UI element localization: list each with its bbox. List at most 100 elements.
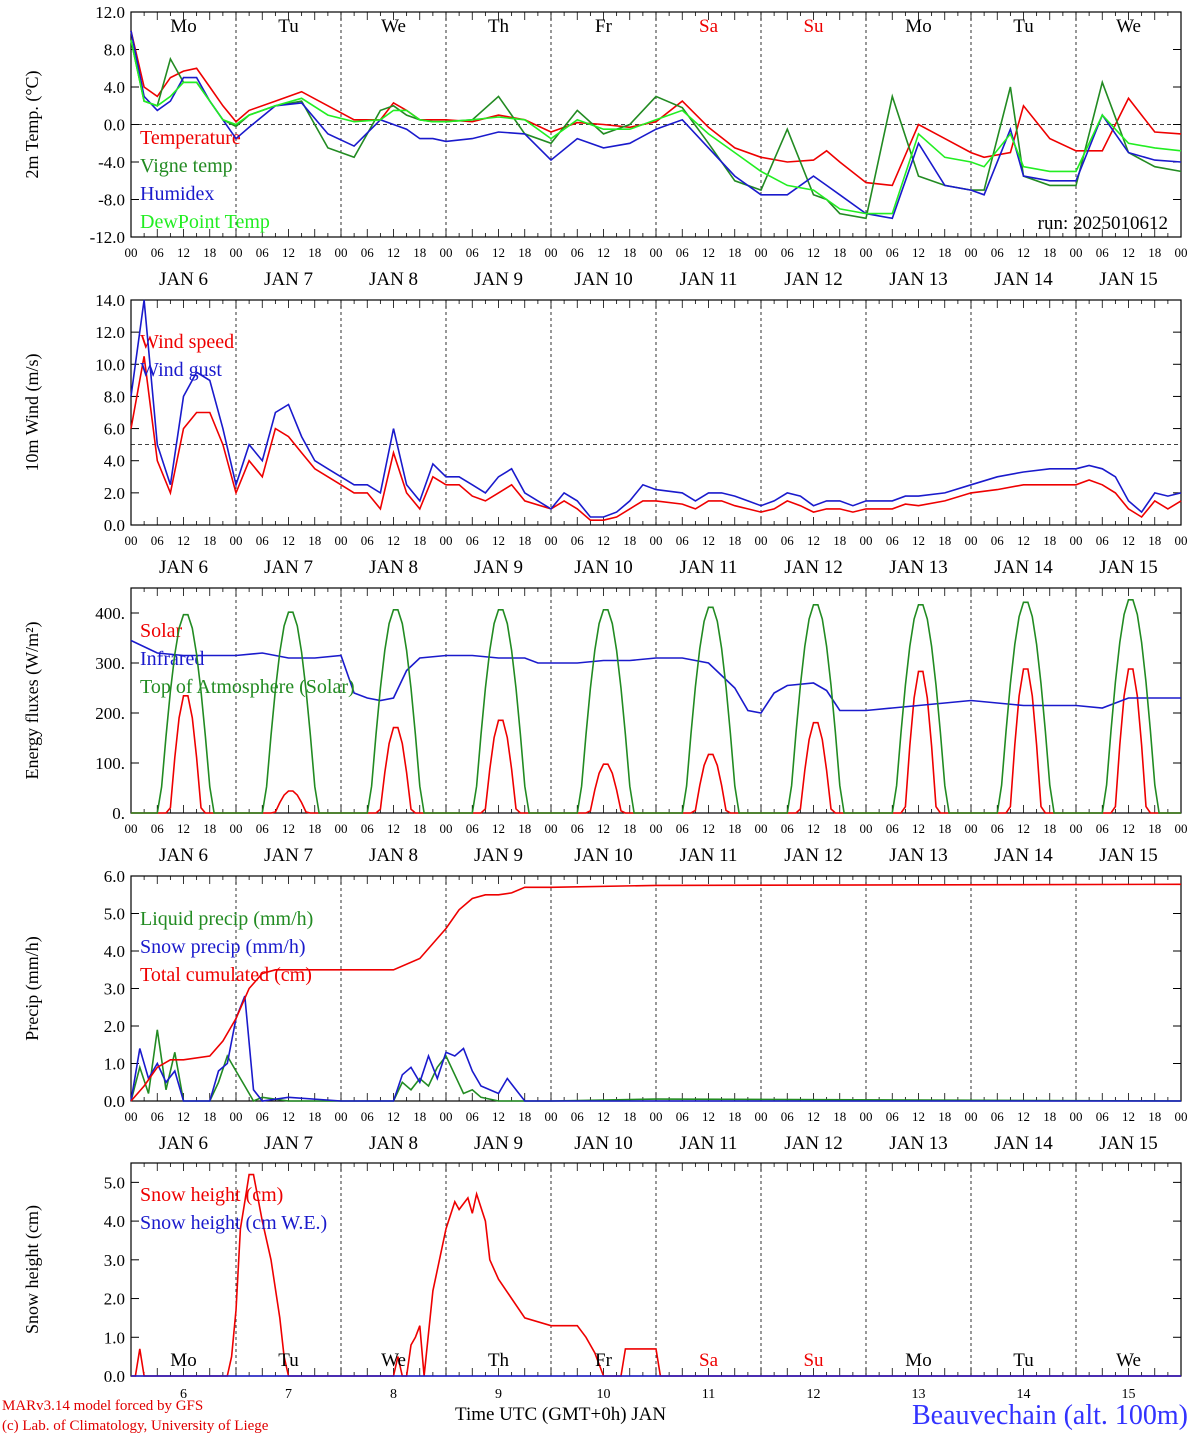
y-tick-label: 5.0 — [104, 905, 125, 924]
hour-tick-label: 12 — [1017, 821, 1030, 836]
date-label: JAN 11 — [680, 269, 738, 290]
weekday-label: Mo — [170, 1350, 196, 1371]
hour-tick-label: 00 — [860, 533, 873, 548]
hour-tick-label: 06 — [781, 533, 795, 548]
hour-tick-label: 12 — [177, 1109, 190, 1124]
hour-tick-label: 12 — [702, 533, 715, 548]
hour-tick-label: 00 — [1070, 245, 1083, 260]
day-number-label: 8 — [390, 1387, 397, 1402]
hour-tick-label: 12 — [282, 533, 295, 548]
y-tick-label: 0.0 — [104, 1092, 125, 1111]
hour-tick-label: 06 — [781, 821, 795, 836]
hour-tick-label: 12 — [807, 821, 820, 836]
series-line-wind-gust — [130, 299, 1182, 518]
hour-tick-label: 18 — [1043, 1109, 1056, 1124]
legend-entry: Humidex — [140, 183, 214, 205]
hour-tick-label: 12 — [702, 821, 715, 836]
y-tick-label: 1.0 — [104, 1328, 125, 1347]
hour-tick-label: 18 — [728, 245, 741, 260]
hour-tick-label: 18 — [308, 245, 321, 260]
hour-tick-label: 06 — [256, 533, 270, 548]
hour-tick-label: 18 — [938, 1109, 951, 1124]
hour-tick-label: 00 — [125, 533, 138, 548]
y-tick-label: 5.0 — [104, 1173, 125, 1192]
hour-tick-label: 00 — [440, 533, 453, 548]
legend-entry: Wind speed — [140, 331, 234, 353]
hour-tick-label: 18 — [833, 821, 846, 836]
date-label: JAN 7 — [264, 557, 313, 578]
weekday-label: Th — [488, 16, 510, 37]
hour-tick-label: 06 — [256, 245, 270, 260]
y-tick-label: 8.0 — [104, 387, 125, 406]
hour-tick-label: 06 — [361, 533, 375, 548]
weekday-label: Tu — [1013, 16, 1034, 37]
hour-tick-label: 00 — [125, 245, 138, 260]
hour-tick-label: 12 — [492, 533, 505, 548]
hour-tick-label: 18 — [728, 1109, 741, 1124]
hour-tick-label: 00 — [965, 1109, 978, 1124]
hour-tick-label: 18 — [1148, 1109, 1161, 1124]
hour-tick-label: 00 — [860, 821, 873, 836]
weekday-label: Fr — [595, 1350, 613, 1371]
hour-tick-label: 12 — [807, 533, 820, 548]
y-tick-label: 10.0 — [95, 355, 125, 374]
hour-tick-label: 18 — [623, 533, 636, 548]
hour-tick-label: 18 — [623, 821, 636, 836]
date-label: JAN 6 — [159, 1133, 208, 1154]
date-label: JAN 7 — [264, 1133, 313, 1154]
hour-tick-label: 00 — [440, 821, 453, 836]
hour-tick-label: 12 — [597, 245, 610, 260]
hour-tick-label: 18 — [833, 1109, 846, 1124]
y-axis-label: 10m Wind (m/s) — [22, 354, 43, 472]
hour-tick-label: 00 — [125, 821, 138, 836]
hour-tick-label: 00 — [755, 821, 768, 836]
weekday-label: Tu — [278, 16, 299, 37]
date-label: JAN 9 — [474, 1133, 523, 1154]
date-label: JAN 12 — [784, 269, 843, 290]
date-label: JAN 8 — [369, 557, 418, 578]
hour-tick-label: 06 — [676, 245, 690, 260]
hour-tick-label: 06 — [1096, 245, 1110, 260]
hour-tick-label: 18 — [518, 245, 531, 260]
hour-tick-label: 18 — [623, 1109, 636, 1124]
hour-tick-label: 00 — [650, 1109, 663, 1124]
plot-frame — [130, 587, 1182, 814]
date-label: JAN 14 — [994, 269, 1053, 290]
hour-tick-label: 00 — [965, 821, 978, 836]
series-line-wind-speed — [130, 356, 1182, 522]
y-tick-label: 6.0 — [104, 420, 125, 439]
hour-tick-label: 00 — [230, 821, 243, 836]
hour-tick-label: 18 — [203, 1109, 216, 1124]
hour-tick-label: 18 — [518, 821, 531, 836]
date-label: JAN 11 — [680, 557, 738, 578]
hour-tick-label: 12 — [387, 245, 400, 260]
hour-tick-label: 00 — [1175, 533, 1188, 548]
hour-tick-label: 18 — [413, 1109, 426, 1124]
date-label: JAN 14 — [994, 557, 1053, 578]
y-tick-label: 0.0 — [104, 1367, 125, 1386]
hour-tick-label: 00 — [440, 245, 453, 260]
weekday-label: Mo — [170, 16, 196, 37]
series-line-vigne-temp — [130, 39, 1182, 220]
hour-tick-label: 06 — [991, 821, 1005, 836]
weekday-label: Sa — [699, 1350, 719, 1371]
date-label: JAN 11 — [680, 1133, 738, 1154]
date-label: JAN 6 — [159, 269, 208, 290]
y-tick-label: 3.0 — [104, 980, 125, 999]
hour-tick-label: 18 — [203, 245, 216, 260]
y-tick-label: 2.0 — [104, 484, 125, 503]
hour-tick-label: 18 — [308, 1109, 321, 1124]
date-label: JAN 13 — [889, 269, 948, 290]
hour-tick-label: 12 — [282, 821, 295, 836]
hour-tick-label: 06 — [1096, 1109, 1110, 1124]
y-tick-label: 4.0 — [104, 942, 125, 961]
weekday-label: Su — [803, 1350, 824, 1371]
plot-frame — [130, 299, 1182, 526]
hour-tick-label: 00 — [335, 533, 348, 548]
y-tick-label: 8.0 — [104, 41, 125, 60]
hour-tick-label: 06 — [151, 245, 165, 260]
y-tick-label: 3.0 — [104, 1251, 125, 1270]
hour-tick-label: 06 — [466, 245, 480, 260]
hour-tick-label: 06 — [991, 245, 1005, 260]
legend-entry: Snow precip (mm/h) — [140, 936, 306, 958]
